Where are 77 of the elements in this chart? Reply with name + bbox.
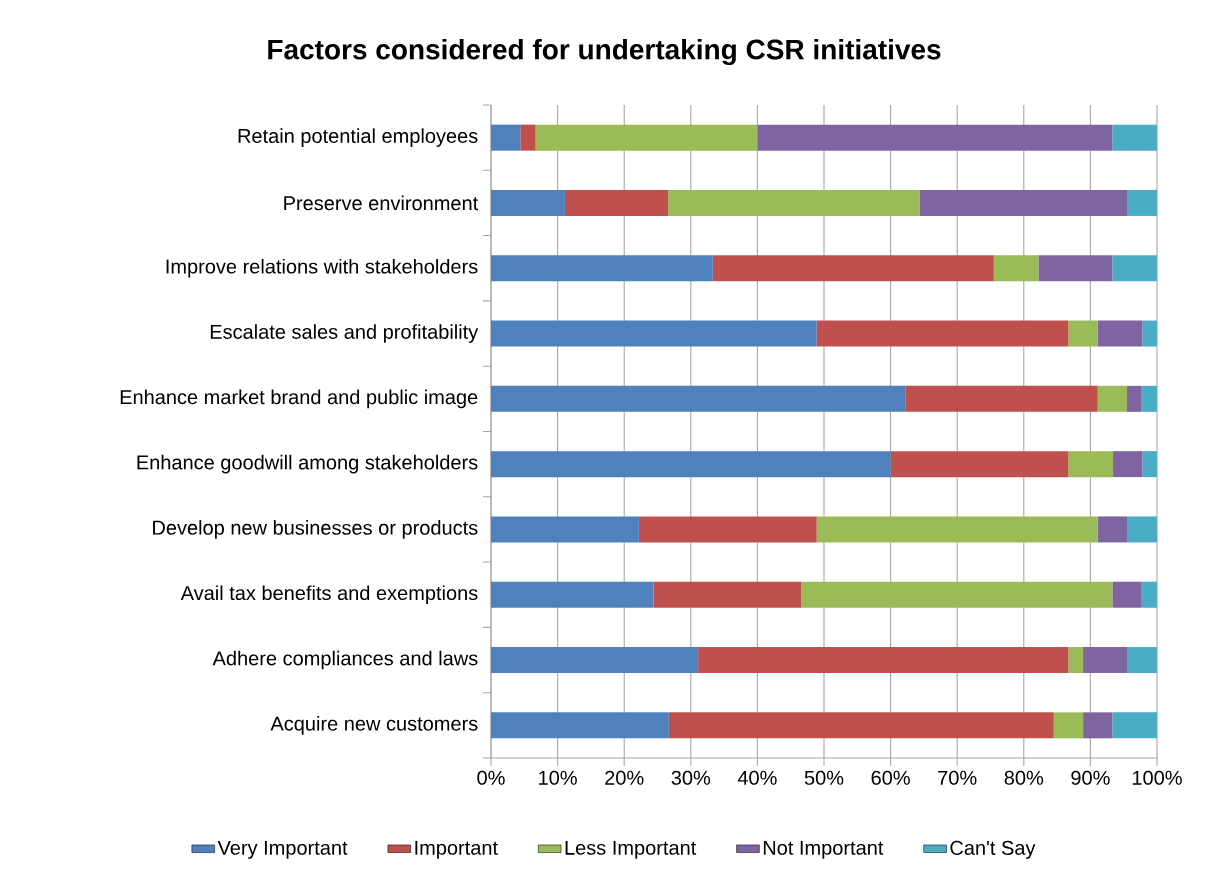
bar xyxy=(1127,189,1157,216)
bar xyxy=(1127,516,1157,543)
bar xyxy=(668,712,1054,739)
bar xyxy=(491,451,891,478)
bar xyxy=(905,385,1098,412)
bar xyxy=(491,320,817,347)
x-tick-label: 60% xyxy=(871,770,910,785)
bar xyxy=(491,124,521,151)
bar xyxy=(712,255,994,282)
x-tick-label: 40% xyxy=(737,770,777,785)
y-tick-label: Preserve environment xyxy=(284,195,479,211)
bar xyxy=(1068,647,1084,674)
bar xyxy=(491,385,906,412)
bar xyxy=(520,124,536,151)
legend-label: Less Important xyxy=(565,840,697,859)
legend-label: Can't Say xyxy=(950,840,1036,859)
bar xyxy=(1068,320,1098,347)
x-tick-label: 70% xyxy=(938,770,977,785)
bar xyxy=(1127,647,1157,674)
legend-label: Very Important xyxy=(217,840,348,859)
y-tick-label: Develop new businesses or products xyxy=(153,520,478,539)
bar xyxy=(1141,385,1157,412)
x-tick-label: 30% xyxy=(671,770,711,785)
bar xyxy=(1142,451,1157,478)
bar xyxy=(919,189,1128,216)
bar xyxy=(1097,516,1128,543)
bar xyxy=(1142,320,1157,347)
y-tick-label: Adhere compliances and laws xyxy=(212,650,478,670)
bar xyxy=(1038,255,1113,282)
y-tick-label: Avail tax benefits and exemptions xyxy=(180,585,478,605)
chart-title: Factors considered for undertaking CSR initiatives xyxy=(268,38,941,66)
bar xyxy=(890,451,1069,478)
x-tick-label: 10% xyxy=(539,770,577,785)
bar xyxy=(1112,124,1157,151)
bar xyxy=(1097,385,1128,412)
y-tick-label: Enhance market brand and public image xyxy=(120,389,478,409)
y-tick-label: Enhance goodwill among stakeholders xyxy=(137,454,478,474)
bar xyxy=(491,712,669,739)
bar xyxy=(638,516,817,543)
bar xyxy=(1113,451,1143,478)
x-tick-label: 100% xyxy=(1132,770,1182,785)
x-tick-label: 90% xyxy=(1071,770,1110,785)
bar xyxy=(491,581,654,608)
bar xyxy=(1068,451,1114,478)
x-tick-label: 50% xyxy=(804,770,844,785)
bar xyxy=(564,189,669,216)
bar xyxy=(1097,320,1143,347)
legend-label: Important xyxy=(415,840,498,859)
bar xyxy=(698,647,1069,674)
bar xyxy=(1083,647,1128,674)
y-tick-label: Retain potential employees xyxy=(238,128,478,147)
bar xyxy=(801,581,1113,608)
bar xyxy=(1112,712,1157,739)
bar xyxy=(653,581,802,608)
bar xyxy=(668,189,920,216)
bar xyxy=(491,516,639,543)
bar xyxy=(1053,712,1084,739)
bar xyxy=(535,124,758,151)
bar xyxy=(1083,712,1113,739)
bar xyxy=(816,516,1098,543)
y-tick-label: Improve relations with stakeholders xyxy=(166,258,478,278)
y-tick-label: Acquire new customers xyxy=(270,716,478,735)
y-tick-label: Escalate sales and profitability xyxy=(210,324,479,343)
legend-label: Not Important xyxy=(763,840,884,859)
bar xyxy=(757,124,1113,151)
bar xyxy=(993,255,1039,282)
bar xyxy=(1112,255,1157,282)
bar xyxy=(491,255,713,282)
x-tick-label: 80% xyxy=(1004,770,1044,785)
bar xyxy=(1127,385,1142,412)
bar xyxy=(491,189,565,216)
x-tick-label: 20% xyxy=(605,770,644,785)
bar xyxy=(491,647,699,674)
bar xyxy=(1112,581,1142,608)
x-tick-label: 0% xyxy=(477,770,505,785)
bar xyxy=(816,320,1069,347)
bar xyxy=(1141,581,1157,608)
